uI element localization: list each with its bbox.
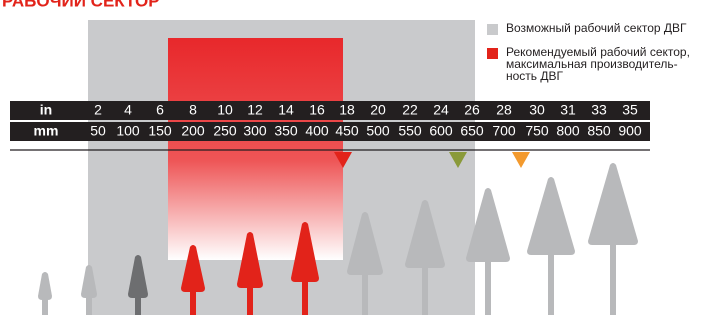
cell: 600 [429,123,453,139]
cell: 31 [560,102,576,118]
tool-shaft [42,298,48,315]
cell: 20 [370,102,386,118]
table-row-bg [10,101,650,120]
cell: 350 [274,123,298,139]
cell: 750 [525,123,549,139]
cell: 250 [213,123,237,139]
legend-label: ность ДВГ [506,69,564,83]
tool-shaft [548,253,554,315]
cell: 200 [181,123,205,139]
cell: 500 [366,123,390,139]
cell: 8 [189,102,197,118]
cell: 650 [460,123,484,139]
cell: 12 [247,102,263,118]
cell: 300 [243,123,267,139]
cell: 35 [622,102,638,118]
cell: 50 [90,123,106,139]
tool-shaft [422,266,428,315]
cell: 700 [492,123,516,139]
cell: 900 [618,123,642,139]
cell: 26 [464,102,480,118]
cell: 4 [124,102,132,118]
legend-label: Возможный рабочий сектор ДВГ [506,21,687,35]
tool-shaft [190,290,196,315]
table-row-bg [10,122,650,141]
cell: 6 [156,102,164,118]
tool-shaft [86,296,92,315]
cell: 100 [116,123,140,139]
cell: 10 [217,102,233,118]
cell: 28 [496,102,512,118]
tool-shaft [485,260,491,315]
cell: 150 [148,123,172,139]
legend: Возможный рабочий сектор ДВГРекомендуемы… [506,21,690,83]
cell: 14 [278,102,294,118]
tool-head [527,177,575,255]
cell: 550 [398,123,422,139]
legend-swatch [487,48,498,59]
cell: 18 [339,102,355,118]
diagram: РАБОЧИЙ СЕКТОР Возможный рабочий сектор … [0,0,715,315]
cell: 33 [591,102,607,118]
cell: 22 [402,102,418,118]
cell: 2 [94,102,102,118]
legend-swatch [487,24,498,35]
cell: 800 [556,123,580,139]
cell: 450 [335,123,359,139]
cell: 16 [309,102,325,118]
cell: 850 [587,123,611,139]
tool-shaft [135,296,141,315]
tool-shaft [302,280,308,315]
marker [512,152,530,168]
cell: 30 [529,102,545,118]
tool-shaft [610,243,616,315]
tool-shaft [247,286,253,315]
tool-head [588,163,638,245]
row-label: mm [34,123,59,139]
title: РАБОЧИЙ СЕКТОР [2,0,160,10]
tool-head [38,272,52,300]
cell: 400 [305,123,329,139]
cell: 24 [433,102,449,118]
row-label: in [40,102,52,118]
tool-shaft [362,273,368,315]
recommended-sector [168,38,343,260]
